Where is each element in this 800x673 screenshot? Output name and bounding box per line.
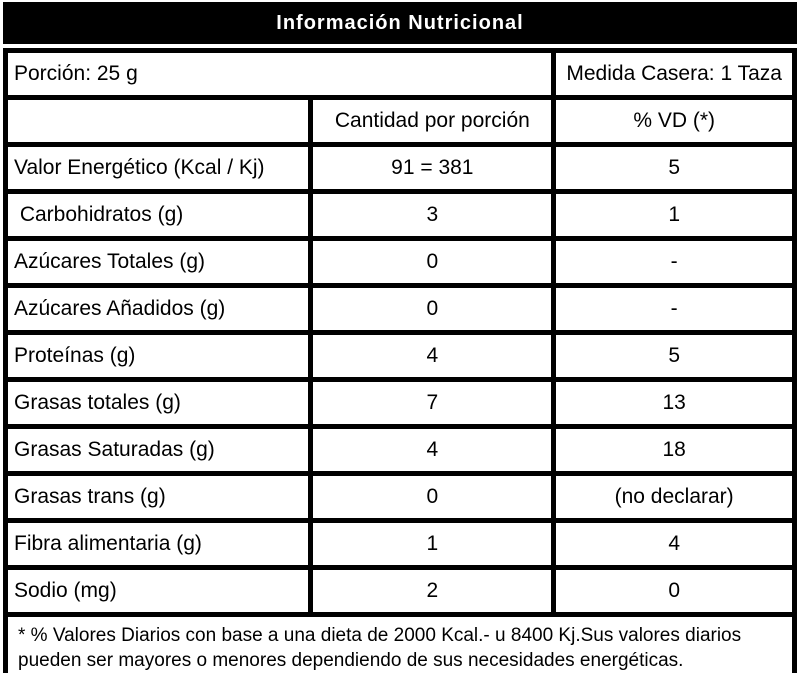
nutrient-label: Grasas totales (g) — [2, 377, 314, 429]
nutrient-amount: 1 — [308, 518, 557, 570]
table-row-saturated-fat: Grasas Saturadas (g) 4 18 — [2, 424, 797, 476]
nutrient-label: Grasas trans (g) — [2, 471, 314, 523]
table-row-total-sugars: Azúcares Totales (g) 0 - — [2, 236, 797, 288]
nutrient-label: Azúcares Totales (g) — [2, 236, 314, 288]
nutrient-amount: 4 — [308, 424, 557, 476]
nutrient-amount: 91 = 381 — [308, 142, 557, 194]
title-text: Información Nutricional — [276, 11, 524, 34]
nutrient-dv: 4 — [551, 518, 797, 570]
table-row-energy: Valor Energético (Kcal / Kj) 91 = 381 5 — [2, 142, 797, 194]
table-row-trans-fat: Grasas trans (g) 0 (no declarar) — [2, 471, 797, 523]
table-row-protein: Proteínas (g) 4 5 — [2, 330, 797, 382]
table-row-dietary-fiber: Fibra alimentaria (g) 1 4 — [2, 518, 797, 570]
nutrient-dv: 5 — [551, 330, 797, 382]
table-row-added-sugars: Azúcares Añadidos (g) 0 - — [2, 283, 797, 335]
nutrient-dv: - — [551, 283, 797, 335]
column-header-row: Cantidad por porción % VD (*) — [2, 95, 797, 147]
nutrient-amount: 0 — [308, 283, 557, 335]
nutrient-amount: 2 — [308, 565, 557, 617]
household-measure-cell: Medida Casera: 1 Taza — [551, 48, 797, 100]
nutrient-amount: 0 — [308, 471, 557, 523]
nutrient-dv: - — [551, 236, 797, 288]
nutrient-dv: 18 — [551, 424, 797, 476]
nutrient-dv: (no declarar) — [551, 471, 797, 523]
amount-column-header: Cantidad por porción — [308, 95, 557, 147]
nutrient-amount: 0 — [308, 236, 557, 288]
nutrient-amount: 4 — [308, 330, 557, 382]
nutrient-label: Carbohidratos (g) — [2, 189, 314, 241]
empty-header-cell — [2, 95, 314, 147]
nutrient-label: Grasas Saturadas (g) — [2, 424, 314, 476]
nutrient-dv: 0 — [551, 565, 797, 617]
nutrient-amount: 7 — [308, 377, 557, 429]
nutrient-label: Sodio (mg) — [2, 565, 314, 617]
table-row-sodium: Sodio (mg) 2 0 — [2, 565, 797, 617]
title-bar: Información Nutricional — [3, 2, 797, 44]
serving-row: Porción: 25 g Medida Casera: 1 Taza — [2, 48, 797, 100]
footnote-row: * % Valores Diarios con base a una dieta… — [3, 611, 797, 673]
nutrient-label: Proteínas (g) — [2, 330, 314, 382]
nutrient-label: Valor Energético (Kcal / Kj) — [2, 142, 314, 194]
nutrition-table: Porción: 25 g Medida Casera: 1 Taza Cant… — [2, 48, 797, 673]
nutrient-dv: 13 — [551, 377, 797, 429]
nutrient-label: Fibra alimentaria (g) — [2, 518, 314, 570]
nutrient-label: Azúcares Añadidos (g) — [2, 283, 314, 335]
table-row-total-fat: Grasas totales (g) 7 13 — [2, 377, 797, 429]
portion-cell: Porción: 25 g — [2, 48, 557, 100]
nutrient-dv: 1 — [551, 189, 797, 241]
nutrient-dv: 5 — [551, 142, 797, 194]
footnote-text: * % Valores Diarios con base a una dieta… — [3, 611, 797, 673]
table-row-carbohydrates: Carbohidratos (g) 3 1 — [2, 189, 797, 241]
daily-value-column-header: % VD (*) — [551, 95, 797, 147]
nutrient-amount: 3 — [308, 189, 557, 241]
